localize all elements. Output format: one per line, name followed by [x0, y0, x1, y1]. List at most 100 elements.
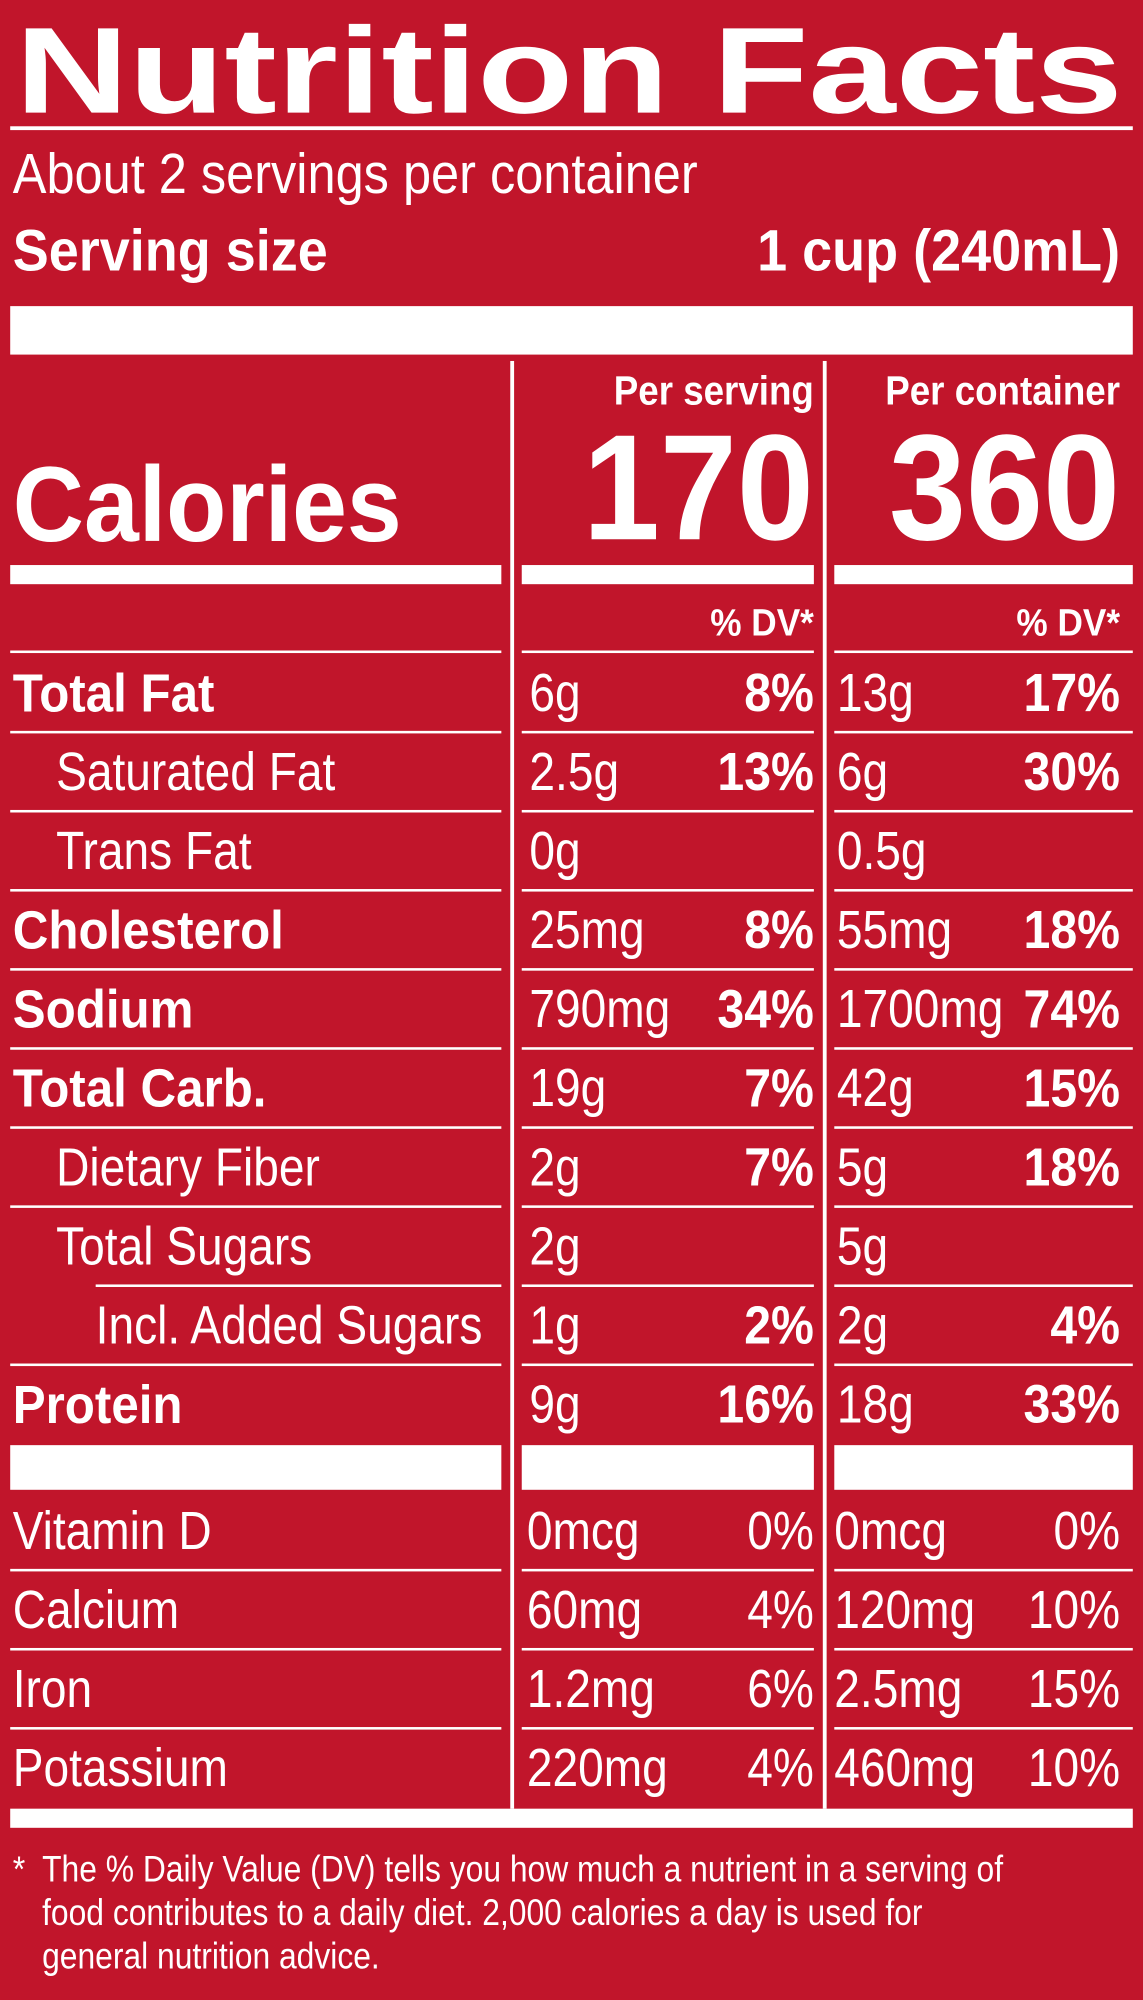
divider-line: [521, 1727, 814, 1730]
amount: 790mg: [529, 979, 670, 1039]
dv-heading: % DV*: [1016, 601, 1120, 644]
daily-value: 0%: [1053, 1501, 1120, 1561]
dv-heading: % DV*: [710, 601, 814, 644]
amount: 2g: [529, 1216, 580, 1276]
amount: 19g: [529, 1058, 606, 1118]
daily-value: 2%: [744, 1295, 814, 1355]
daily-value: 4%: [747, 1580, 814, 1640]
divider-line: [10, 1568, 502, 1572]
amount: 220mg: [527, 1738, 668, 1798]
nutrient-name: Protein: [13, 1374, 183, 1434]
nutrient-name: Total Sugars: [56, 1216, 312, 1276]
divider-line: [10, 1126, 502, 1129]
divider-line: [10, 1727, 502, 1730]
amount: 460mg: [834, 1738, 975, 1798]
amount: 5g: [837, 1216, 888, 1276]
divider-line: [834, 650, 1133, 654]
calories-value: 170: [583, 403, 814, 572]
daily-value: 10%: [1028, 1580, 1120, 1640]
amount: 1g: [529, 1295, 580, 1355]
divider-line: [95, 1284, 502, 1287]
column-heading: Per serving: [614, 369, 814, 414]
amount: 2.5mg: [834, 1659, 962, 1719]
divider-line: [10, 968, 502, 971]
amount: 0g: [529, 821, 580, 881]
daily-value: 18%: [1024, 900, 1120, 960]
divider-line: [834, 1284, 1133, 1287]
divider-line: [521, 730, 814, 734]
serving-size-label: Serving size: [13, 217, 328, 283]
divider-line: [834, 1568, 1133, 1572]
divider-line: [521, 889, 814, 892]
divider-line: [10, 889, 502, 892]
bar: [521, 1445, 814, 1490]
footnote-line: The % Daily Value (DV) tells you how muc…: [42, 1850, 1003, 1891]
divider-line: [834, 968, 1133, 971]
divider-line: [834, 730, 1133, 734]
divider-line: [834, 1363, 1133, 1367]
amount: 42g: [837, 1058, 914, 1118]
nutrient-name: Saturated Fat: [56, 742, 335, 802]
bar: [10, 1445, 502, 1490]
amount: 13g: [837, 663, 914, 723]
divider-line: [521, 1568, 814, 1572]
title: Nutrition Facts: [15, 2, 1122, 139]
amount: 0mcg: [834, 1501, 947, 1561]
rule: [10, 126, 1133, 131]
amount: 1700mg: [837, 979, 1003, 1039]
footnote-mark: *: [13, 1850, 26, 1890]
amount: 0.5g: [837, 821, 927, 881]
footnote-line: general nutrition advice.: [42, 1936, 380, 1977]
nutrient-name: Total Carb.: [13, 1058, 267, 1118]
daily-value: 6%: [747, 1659, 814, 1719]
serving-size: 1 cup (240mL): [757, 217, 1120, 283]
calories-label: Calories: [13, 444, 402, 564]
divider-line: [521, 650, 814, 654]
amount: 2g: [529, 1137, 580, 1197]
amount: 6g: [837, 742, 888, 802]
amount: 0mcg: [527, 1501, 640, 1561]
divider-line: [521, 1126, 814, 1129]
divider-line: [834, 1205, 1133, 1208]
divider-line: [521, 1047, 814, 1050]
divider-line: [10, 1205, 502, 1208]
daily-value: 7%: [744, 1058, 814, 1118]
vitamin-name: Iron: [13, 1659, 92, 1719]
column-divider: [822, 360, 827, 1809]
footnote-line: food contributes to a daily diet. 2,000 …: [42, 1893, 922, 1934]
column-divider: [510, 360, 515, 1809]
daily-value: 8%: [744, 900, 814, 960]
divider-line: [521, 1363, 814, 1367]
divider-line: [834, 1126, 1133, 1129]
divider-line: [10, 650, 502, 654]
daily-value: 18%: [1024, 1137, 1120, 1197]
amount: 5g: [837, 1137, 888, 1197]
daily-value: 0%: [747, 1501, 814, 1561]
divider-line: [10, 730, 502, 734]
servings: About 2 servings per container: [13, 144, 698, 206]
amount: 120mg: [834, 1580, 975, 1640]
daily-value: 34%: [717, 979, 813, 1039]
daily-value: 13%: [717, 742, 813, 802]
bar: [521, 565, 814, 585]
divider-line: [521, 809, 814, 813]
divider-line: [10, 1647, 502, 1651]
divider-line: [834, 809, 1133, 813]
nutrient-name: Incl. Added Sugars: [96, 1295, 483, 1355]
amount: 2g: [837, 1295, 888, 1355]
amount: 9g: [529, 1374, 580, 1434]
nutrient-name: Trans Fat: [56, 821, 252, 881]
divider-line: [834, 1647, 1133, 1651]
divider-line: [10, 1363, 502, 1367]
amount: 2.5g: [529, 742, 619, 802]
divider-line: [521, 1205, 814, 1208]
daily-value: 15%: [1024, 1058, 1120, 1118]
daily-value: 30%: [1024, 742, 1120, 802]
daily-value: 8%: [744, 663, 814, 723]
nutrient-name: Total Fat: [13, 662, 215, 722]
nutrient-name: Sodium: [13, 979, 194, 1039]
vitamin-name: Potassium: [13, 1738, 228, 1798]
amount: 6g: [529, 663, 580, 723]
amount: 25mg: [529, 900, 644, 960]
bar: [834, 565, 1133, 585]
